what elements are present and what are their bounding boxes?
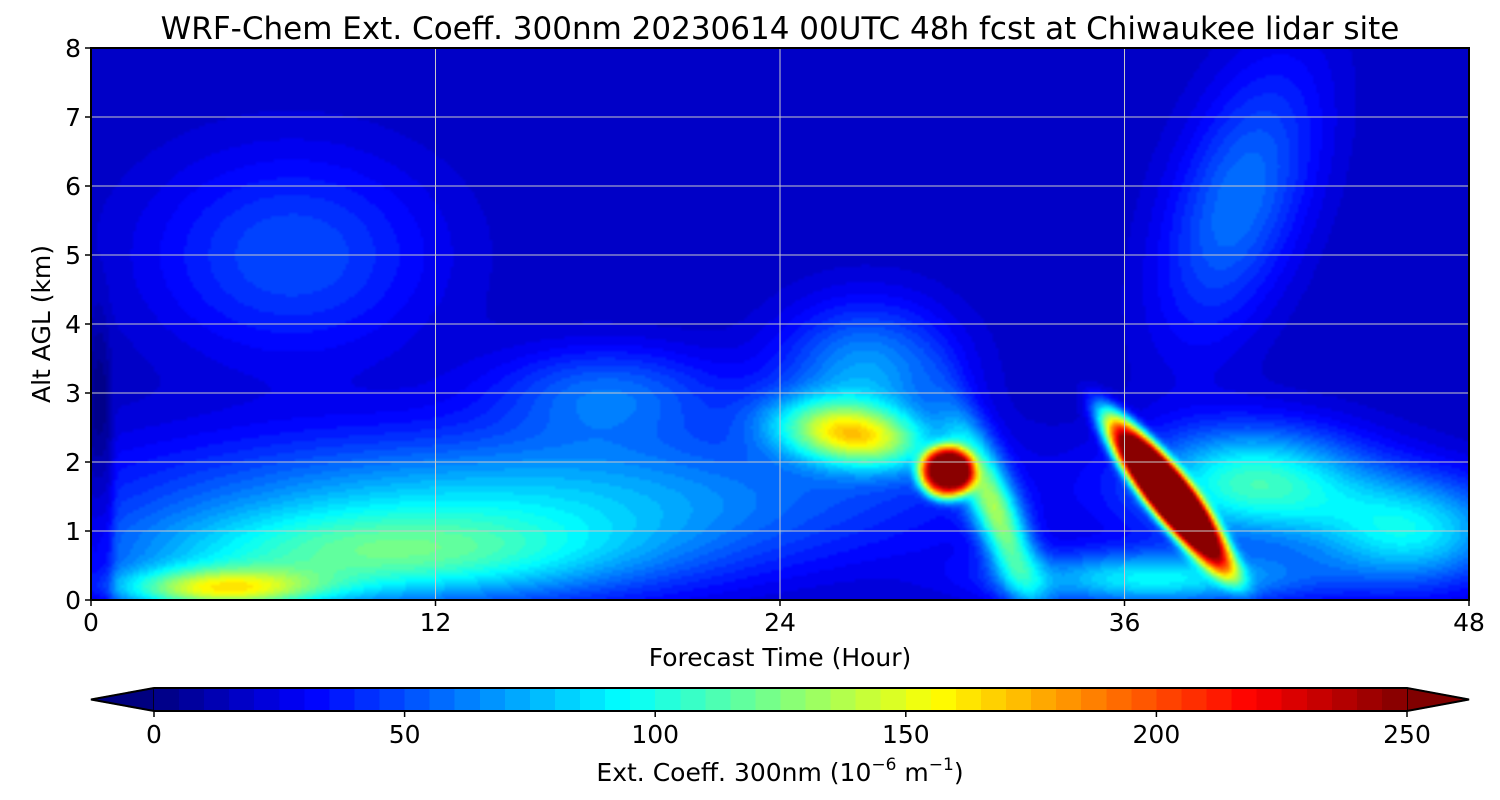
- x-tick-label: 36: [1109, 608, 1141, 637]
- x-axis-label: Forecast Time (Hour): [649, 643, 912, 672]
- x-tick-label: 0: [83, 608, 99, 637]
- y-axis: 0 1 2 3 4 5 6 7 8: [65, 34, 91, 615]
- y-tick-label: 3: [65, 379, 81, 408]
- colorbar-ticks: 0 50 100 150 200 250: [146, 711, 1431, 749]
- colorbar-bar: [154, 688, 1407, 711]
- y-tick-label: 4: [65, 310, 81, 339]
- colorbar-tick-label: 50: [389, 720, 421, 749]
- colorbar: 0 50 100 150 200 250 Ext. Coeff. 300nm (10−6 …: [90, 687, 1470, 787]
- x-axis: 0 12 24 36 48: [83, 600, 1485, 637]
- colorbar-tick-label: 250: [1383, 720, 1431, 749]
- colorbar-tick-label: 150: [882, 720, 930, 749]
- colorbar-extend-min: [90, 687, 155, 712]
- colorbar-tick-label: 200: [1133, 720, 1181, 749]
- y-tick-label: 2: [65, 448, 81, 477]
- y-tick-label: 6: [65, 172, 81, 201]
- colorbar-tick-label: 0: [146, 720, 162, 749]
- colorbar-tick-label: 100: [631, 720, 679, 749]
- y-axis-label: Alt AGL (km): [27, 245, 56, 403]
- chart-title: WRF-Chem Ext. Coeff. 300nm 20230614 00UT…: [161, 11, 1400, 47]
- y-tick-label: 8: [65, 34, 81, 63]
- x-tick-label: 48: [1453, 608, 1485, 637]
- y-tick-label: 7: [65, 103, 81, 132]
- y-tick-label: 5: [65, 241, 81, 270]
- x-tick-label: 12: [420, 608, 452, 637]
- y-tick-label: 1: [65, 517, 81, 546]
- y-tick-label: 0: [65, 586, 81, 615]
- x-tick-label: 24: [764, 608, 796, 637]
- colorbar-label: Ext. Coeff. 300nm (10−6 m−1): [596, 755, 963, 787]
- plot-area: [90, 47, 1470, 601]
- colorbar-extend-max: [1406, 687, 1470, 712]
